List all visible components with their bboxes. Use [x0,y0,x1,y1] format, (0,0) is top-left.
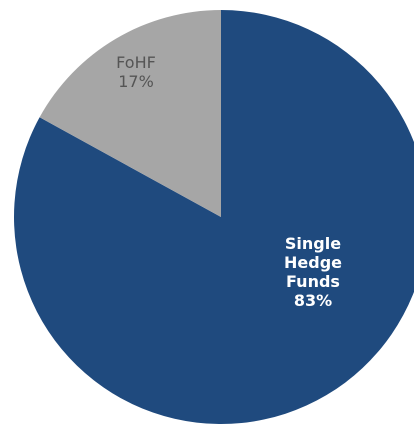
category-label: FoHF [116,53,156,72]
pie-slice [39,10,221,217]
slice-label: Single Hedge Funds 83% [278,234,348,310]
pie-slice [14,10,414,424]
value-label: 17% [118,72,154,91]
value-label: 83% [293,291,333,310]
slice-label: FoHF 17% [96,53,176,91]
category-label: Single Hedge Funds [284,234,342,291]
